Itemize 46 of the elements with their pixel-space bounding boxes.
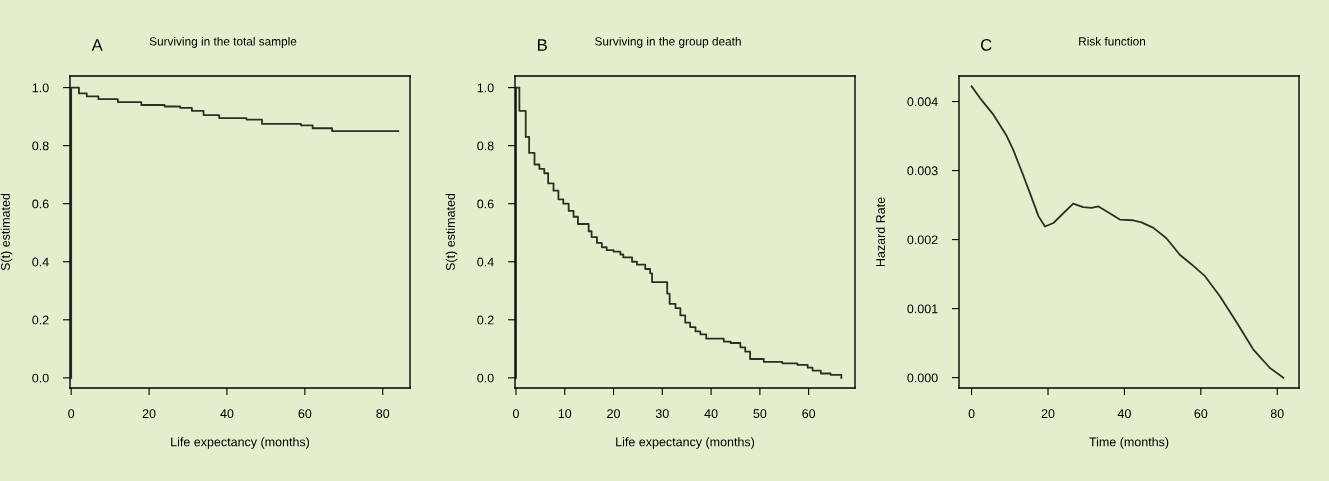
y-tick-label: 1.0 [32,83,49,93]
x-tick-label: 40 [704,409,718,419]
y-tick-label: 0.4 [477,257,494,267]
x-tick-label: 30 [655,409,669,419]
x-tick-label: 60 [298,409,312,419]
text: C [981,39,992,51]
y-tick-label: 0.4 [32,257,49,267]
x-tick-label: 60 [1194,409,1208,419]
y-tick-label: 0.8 [477,141,494,151]
y-tick-label: 0.0 [477,373,494,383]
y-tick-label: 0.8 [32,141,49,151]
x-tick-label: 10 [558,409,572,419]
y-tick-label: 0.004 [907,97,938,107]
y-tick-label: 1.0 [477,83,494,93]
x-tick-label: 20 [607,409,620,419]
x-tick-label: 0 [968,409,975,419]
text: A [91,39,103,51]
y-tick-label: 0.0 [32,373,49,383]
y-axis-title: S(t) estimated [0,193,13,271]
x-axis-title: Time (months) [1089,437,1169,449]
x-tick-label: 20 [1041,409,1055,419]
x-tick-label: 20 [142,409,156,419]
x-axis-title: Life expectancy (months) [171,437,310,449]
x-tick-label: 80 [376,409,390,419]
text: B [538,39,547,51]
y-tick-label: 0.000 [907,373,938,383]
chart-title: Surviving in the group death [595,36,741,48]
y-axis-title: S(t) estimated [445,193,458,271]
y-tick-label: 0.002 [907,235,938,245]
x-tick-label: 40 [1117,409,1131,419]
x-tick-label: 50 [753,409,767,419]
x-tick-label: 40 [220,409,234,419]
y-tick-label: 0.2 [477,315,494,325]
x-tick-label: 60 [802,409,816,419]
y-tick-label: 0.2 [32,315,49,325]
chart-title: Surviving in the total sample [149,36,297,48]
chart-title: Risk function [1079,36,1146,46]
y-tick-label: 0.003 [907,166,938,176]
x-tick-label: 0 [68,409,75,419]
y-axis-title: Hazard Rate [875,197,885,267]
y-tick-label: 0.6 [32,199,49,209]
x-tick-label: 80 [1270,409,1284,419]
y-tick-label: 0.001 [907,304,938,314]
x-axis-title: Life expectancy (months) [616,437,755,449]
x-tick-label: 0 [512,409,519,419]
y-tick-label: 0.6 [477,199,494,209]
